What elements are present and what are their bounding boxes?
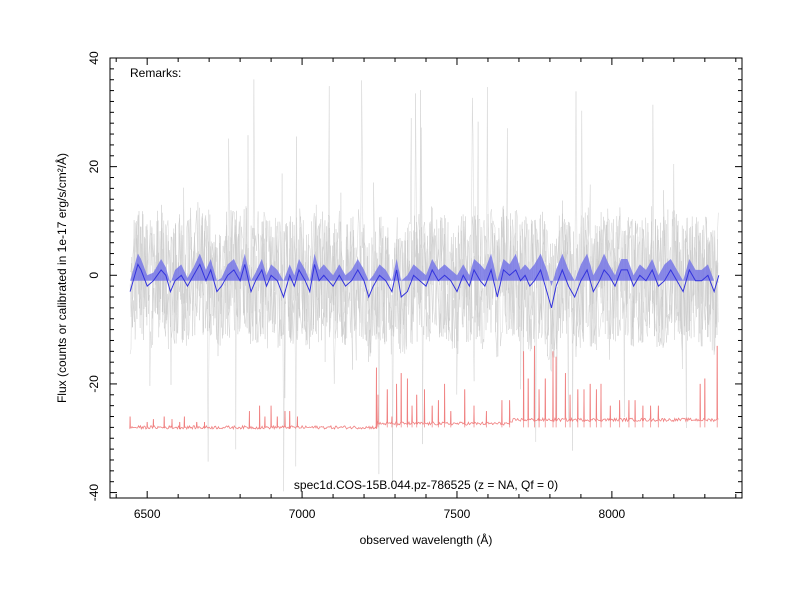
- axis-tick-labels: 6500 7000 7500 8000 -40 -20 0 20 40: [87, 51, 626, 521]
- smoothed-error-band: [130, 253, 715, 287]
- y-axis-title: Flux (counts or calibrated in 1e-17 erg/…: [54, 153, 69, 403]
- y-tick-label: 20: [87, 160, 101, 174]
- chart-caption: spec1d.COS-15B.044.pz-786525 (z = NA, Qf…: [294, 478, 558, 492]
- raw-spectrum-trace: [129, 90, 719, 429]
- y-tick-label: -20: [87, 375, 101, 393]
- raw-spectrum-layer: [129, 79, 719, 492]
- y-tick-label: 40: [87, 51, 101, 65]
- raw-spectrum-trace: [129, 79, 719, 467]
- x-tick-label: 7500: [444, 507, 471, 521]
- sky-spectrum-layer: [129, 345, 719, 431]
- remarks-label: Remarks:: [130, 66, 181, 80]
- smoothed-line-layer: [129, 263, 720, 309]
- x-axis-title: observed wavelength (Å): [360, 532, 493, 547]
- axis-ticks: [110, 57, 742, 498]
- smoothed-band-layer: [130, 253, 715, 287]
- smoothed-spectrum-line: [129, 263, 720, 309]
- x-tick-label: 7000: [289, 507, 316, 521]
- raw-spectrum-trace: [129, 80, 719, 492]
- x-tick-label: 6500: [134, 507, 161, 521]
- y-tick-label: -40: [87, 484, 101, 502]
- y-tick-label: 0: [87, 272, 101, 279]
- x-tick-label: 8000: [599, 507, 626, 521]
